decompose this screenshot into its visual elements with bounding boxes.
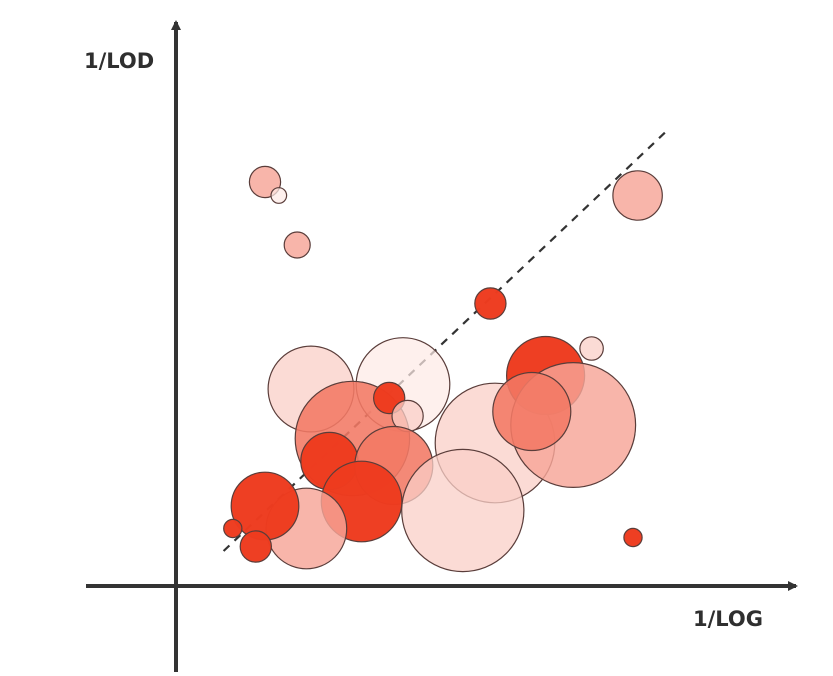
bubble-6 bbox=[579, 336, 604, 361]
trend-line bbox=[222, 127, 671, 552]
bubble-2 bbox=[270, 187, 288, 204]
bubble-5 bbox=[612, 170, 663, 221]
bubble-13 bbox=[492, 371, 572, 452]
bubble-series bbox=[223, 165, 663, 573]
bubble-23 bbox=[239, 530, 272, 563]
y-axis-label: 1/LOD bbox=[84, 49, 154, 73]
bubble-22 bbox=[223, 518, 243, 539]
axes bbox=[86, 20, 798, 672]
bubble-19 bbox=[401, 448, 525, 573]
bubble-3 bbox=[283, 231, 311, 259]
x-axis-label: 1/LOG bbox=[693, 607, 763, 631]
bubble-4 bbox=[474, 287, 507, 320]
bubble-24 bbox=[623, 527, 643, 548]
